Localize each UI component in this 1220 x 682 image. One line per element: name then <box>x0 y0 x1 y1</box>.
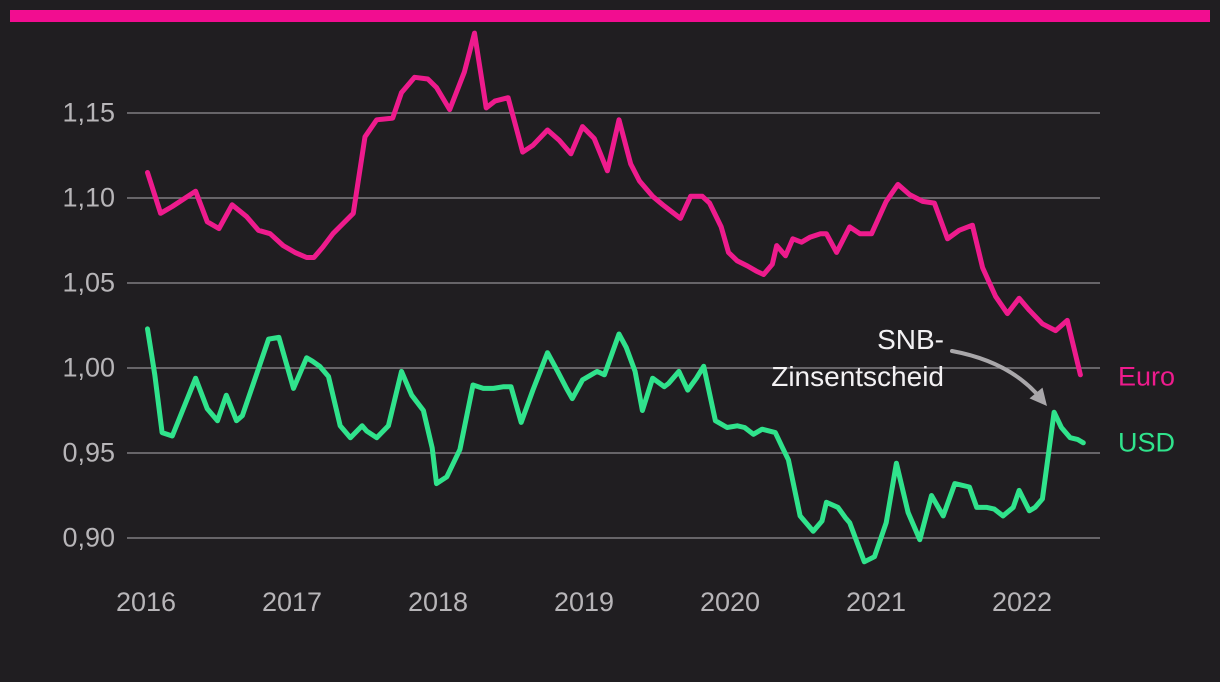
x-axis-tick-label: 2018 <box>407 587 469 617</box>
annotation-line2: Zinsentscheid <box>771 361 944 392</box>
x-axis-tick-label: 2021 <box>845 587 907 617</box>
annotation-arrow-curve <box>950 349 1038 395</box>
euro-line-series <box>145 30 1083 378</box>
x-axis-tick-label: 2016 <box>115 587 177 617</box>
top-accent-bar <box>10 10 1210 22</box>
y-axis-tick-label: 0,95 <box>62 437 115 468</box>
series-lines <box>145 30 1086 565</box>
y-axis-tick-label: 1,05 <box>62 267 115 298</box>
x-axis-tick-label: 2017 <box>261 587 323 617</box>
y-axis-tick-label: 0,90 <box>62 522 115 553</box>
usd-line-series <box>145 326 1086 565</box>
y-axis-tick-label: 1,10 <box>62 182 115 213</box>
y-axis-tick-label: 1,00 <box>62 352 115 383</box>
x-axis-tick-label: 2020 <box>699 587 761 617</box>
gridlines <box>127 112 1100 539</box>
euro-series-label: Euro <box>1118 361 1176 392</box>
annotation-arrow <box>950 349 1047 406</box>
x-axis-tick-label: 2022 <box>991 587 1053 617</box>
annotation-text: SNB- Zinsentscheid <box>771 321 944 395</box>
usd-series-label: USD <box>1118 427 1176 458</box>
annotation-line1: SNB- <box>877 324 944 355</box>
x-axis-tick-label: 2019 <box>553 587 615 617</box>
annotation-arrowhead-icon <box>1029 387 1047 406</box>
y-axis-tick-label: 1,15 <box>62 97 115 128</box>
